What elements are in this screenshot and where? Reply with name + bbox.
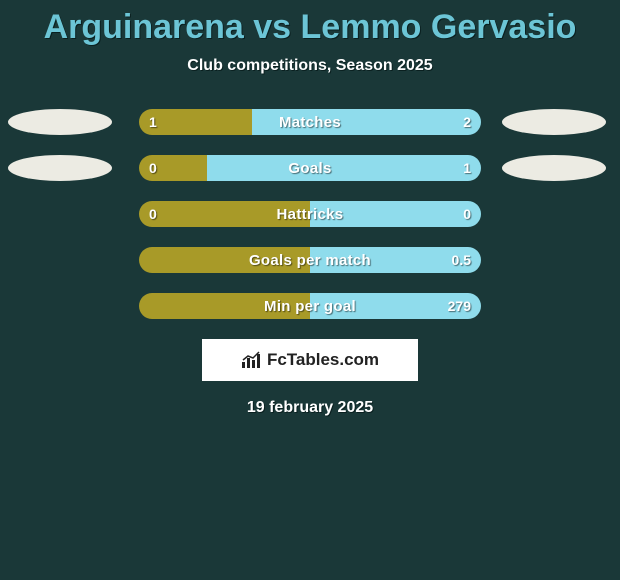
stat-row: Min per goal279 [0,293,620,319]
stat-bar: Matches1 2 [139,109,481,135]
stat-row: Goals per match0.5 [0,247,620,273]
stat-row: Hattricks0 0 [0,201,620,227]
stat-value-left: 1 [149,109,157,135]
stat-bar: Min per goal279 [139,293,481,319]
date-text: 19 february 2025 [0,399,620,417]
stat-value-left: 0 [149,155,157,181]
player-photo-left [8,155,112,181]
player-photo-right [502,109,606,135]
stat-bar: Hattricks0 0 [139,201,481,227]
page-subtitle: Club competitions, Season 2025 [0,57,620,75]
stat-label: Goals per match [139,247,481,273]
stat-value-right: 0.5 [452,247,471,273]
stat-value-left: 0 [149,201,157,227]
stats-container: Matches12Goals01Hattricks00Goals per mat… [0,109,620,319]
stat-row: Matches1 2 [0,109,620,135]
logo-text: FcTables.com [267,350,379,370]
stat-label: Hattricks [139,201,481,227]
stat-label: Goals [139,155,481,181]
stat-value-right: 2 [463,109,471,135]
stat-bar: Goals per match0.5 [139,247,481,273]
stat-label: Min per goal [139,293,481,319]
stat-value-right: 0 [463,201,471,227]
player-photo-right [502,155,606,181]
stat-row: Goals0 1 [0,155,620,181]
player-photo-left [8,109,112,135]
page-title: Arguinarena vs Lemmo Gervasio [0,0,620,47]
stat-label: Matches [139,109,481,135]
stat-bar: Goals0 1 [139,155,481,181]
logo-box: FcTables.com [202,339,418,381]
stat-value-right: 1 [463,155,471,181]
stat-value-right: 279 [448,293,471,319]
bar-chart-icon [241,351,263,369]
